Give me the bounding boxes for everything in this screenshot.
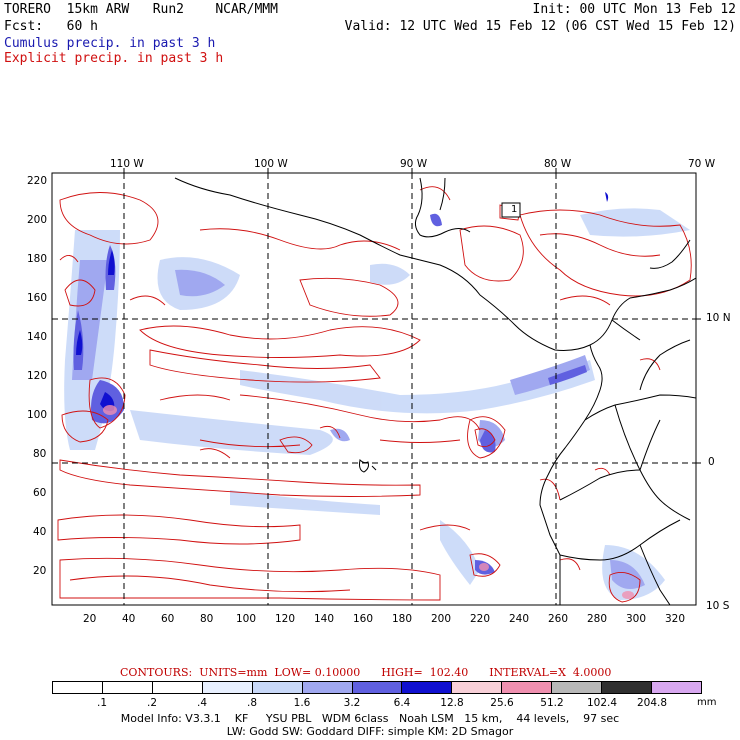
x-label-200: 200 (431, 613, 452, 625)
lon-label-110w: 110 W (110, 158, 144, 170)
map-box-marker (501, 202, 521, 218)
y-label-20: 20 (33, 565, 47, 577)
y-label-140: 140 (27, 331, 48, 343)
header-init-time: Init: 00 UTC Mon 13 Feb 12 (532, 2, 737, 17)
colorbar-label: .4 (196, 697, 208, 709)
colorbar-label: 51.2 (540, 697, 564, 709)
lon-label-100w: 100 W (254, 158, 288, 170)
x-label-60: 60 (161, 613, 175, 625)
x-label-280: 280 (587, 613, 608, 625)
x-label-320: 320 (665, 613, 686, 625)
colorbar-label: 1.6 (293, 697, 311, 709)
precip-shading (64, 192, 690, 600)
lon-label-70w: 70 W (688, 158, 716, 170)
model-info: Model Info: V3.3.1 KF YSU PBL WDM 6class… (120, 712, 620, 725)
y-label-40: 40 (33, 526, 47, 538)
lat-label-0: 0 (708, 456, 715, 468)
coastlines (174, 177, 696, 605)
plot-frame (51, 172, 697, 606)
colorbar-swatch (352, 682, 403, 693)
colorbar-swatch (152, 682, 203, 693)
colorbar-label: 204.8 (636, 697, 668, 709)
colorbar-label: .1 (96, 697, 108, 709)
colorbar-label: 102.4 (586, 697, 618, 709)
colorbar-label: 12.8 (440, 697, 464, 709)
header-valid-time: Valid: 12 UTC Wed 15 Feb 12 (06 CST Wed … (344, 19, 736, 34)
latlon-gridlines (52, 173, 696, 605)
x-label-220: 220 (470, 613, 491, 625)
colorbar-swatch (502, 682, 553, 693)
x-label-20: 20 (83, 613, 97, 625)
colorbar-unit: mm (697, 697, 717, 708)
x-label-80: 80 (200, 613, 214, 625)
colorbar-swatch (552, 682, 603, 693)
colorbar-label: 6.4 (393, 697, 411, 709)
x-label-140: 140 (314, 613, 335, 625)
colorbar-swatch (602, 682, 653, 693)
model-physics-info: LW: Godd SW: Goddard DIFF: simple KM: 2D… (226, 725, 514, 738)
y-label-80: 80 (33, 448, 47, 460)
colorbar-swatch (102, 682, 153, 693)
tick-marks (123, 168, 701, 464)
colorbar-swatch (302, 682, 353, 693)
x-label-160: 160 (353, 613, 374, 625)
lat-label-10n: 10 N (706, 312, 731, 324)
colorbar-label: .2 (146, 697, 158, 709)
colorbar-swatch (252, 682, 303, 693)
y-label-120: 120 (27, 370, 48, 382)
x-label-40: 40 (122, 613, 136, 625)
x-label-120: 120 (275, 613, 296, 625)
colorbar-swatch (652, 682, 701, 693)
y-label-60: 60 (33, 487, 47, 499)
explicit-precip-contours (57, 186, 692, 603)
colorbar-swatch (402, 682, 453, 693)
legend-cumulus-precip: Cumulus precip. in past 3 h (4, 36, 216, 51)
colorbar-label: .8 (246, 697, 258, 709)
legend-explicit-precip: Explicit precip. in past 3 h (4, 51, 224, 66)
y-label-180: 180 (27, 253, 48, 265)
x-label-240: 240 (509, 613, 530, 625)
y-label-200: 200 (27, 214, 48, 226)
lon-label-80w: 80 W (544, 158, 572, 170)
x-label-260: 260 (548, 613, 569, 625)
precip-colorbar (52, 681, 702, 694)
x-label-100: 100 (236, 613, 257, 625)
x-label-180: 180 (392, 613, 413, 625)
header-forecast-hour: Fcst: 60 h (4, 19, 98, 34)
colorbar-label: 25.6 (490, 697, 514, 709)
lat-label-10s: 10 S (706, 600, 730, 612)
colorbar-swatch (53, 682, 103, 693)
y-label-160: 160 (27, 292, 48, 304)
lon-label-90w: 90 W (400, 158, 428, 170)
y-label-220: 220 (27, 175, 48, 187)
x-label-300: 300 (626, 613, 647, 625)
colorbar-swatch (202, 682, 253, 693)
colorbar-label: 3.2 (343, 697, 361, 709)
colorbar-swatch (452, 682, 503, 693)
contour-info: CONTOURS: UNITS=mm LOW= 0.10000 HIGH= 10… (120, 666, 612, 679)
y-label-100: 100 (27, 409, 48, 421)
map-box-label: 1 (511, 204, 518, 215)
header-run-info: TORERO 15km ARW Run2 NCAR/MMM (4, 2, 278, 17)
